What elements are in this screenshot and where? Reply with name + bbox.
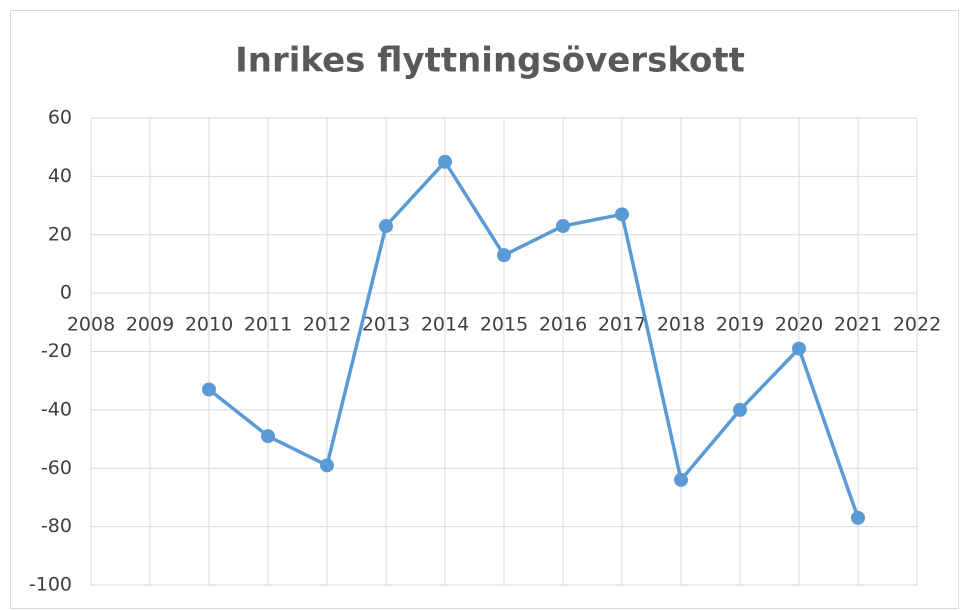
x-tick-label: 2018 (657, 314, 705, 336)
x-tick-label: 2010 (185, 314, 233, 336)
x-tick-label: 2014 (421, 314, 469, 336)
data-point (733, 402, 747, 417)
data-point (851, 510, 865, 525)
y-tick-label: -80 (41, 515, 72, 537)
x-tick-label: 2019 (716, 314, 764, 336)
data-point (615, 207, 629, 222)
y-tick-label: 0 (60, 282, 72, 304)
x-tick-label: 2017 (598, 314, 646, 336)
x-tick-label: 2013 (362, 314, 410, 336)
x-tick-label: 2022 (893, 314, 941, 336)
y-tick-label: -60 (41, 457, 72, 479)
data-point (320, 458, 334, 473)
x-tick-label: 2016 (539, 314, 587, 336)
data-point (497, 248, 511, 263)
y-tick-label: -100 (29, 574, 72, 596)
data-point (261, 429, 275, 444)
y-tick-label: -20 (41, 340, 72, 362)
x-tick-label: 2015 (480, 314, 528, 336)
y-tick-label: 20 (48, 223, 72, 245)
data-point (556, 218, 570, 233)
data-point (379, 218, 393, 233)
y-tick-label: 40 (48, 165, 72, 187)
x-tick-label: 2009 (126, 314, 174, 336)
data-point (202, 382, 216, 397)
y-tick-label: 60 (48, 107, 72, 129)
chart-title: Inrikes flyttningsöverskott (235, 41, 745, 81)
x-tick-label: 2012 (303, 314, 351, 336)
y-tick-label: -40 (41, 398, 72, 420)
x-tick-label: 2021 (834, 314, 882, 336)
data-point (792, 341, 806, 356)
data-point (438, 154, 452, 169)
x-tick-label: 2020 (775, 314, 823, 336)
x-tick-label: 2011 (244, 314, 292, 336)
data-point (674, 472, 688, 487)
x-tick-label: 2008 (67, 314, 115, 336)
data-line (207, 160, 860, 519)
chart-border (10, 10, 959, 609)
